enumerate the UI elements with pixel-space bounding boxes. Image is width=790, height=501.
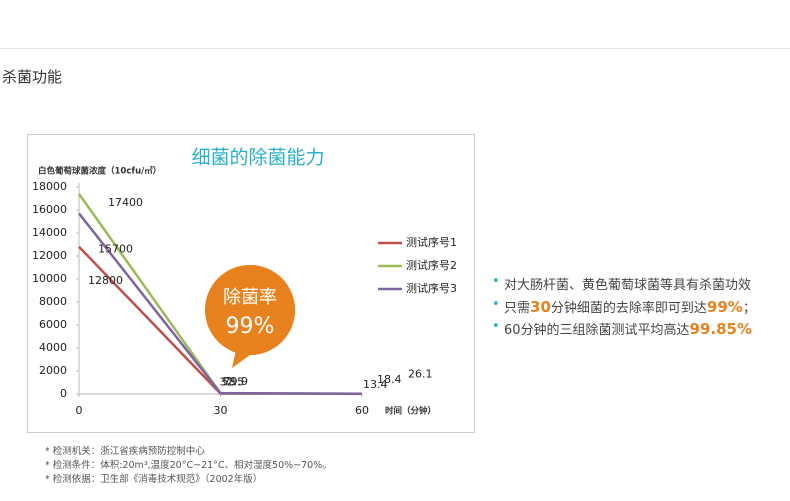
x-tick-label: 30 xyxy=(214,404,228,417)
data-label: 32.5 xyxy=(220,376,245,389)
data-label: 15700 xyxy=(98,242,133,255)
legend-label: 测试序号2 xyxy=(406,258,457,272)
bullet-text: ； xyxy=(742,301,756,316)
y-tick-label: 4000 xyxy=(39,341,67,354)
y-tick-label: 16000 xyxy=(32,203,67,216)
bullet-text: 分钟细菌的去除率即可到达 xyxy=(550,301,707,316)
footnote: * 检测机关：浙江省疾病预防控制中心 xyxy=(45,446,205,457)
bullet-text: 对大肠杆菌、黄色葡萄球菌等具有杀菌功效 xyxy=(504,278,752,293)
y-tick-label: 0 xyxy=(60,387,67,400)
y-tick-label: 10000 xyxy=(32,272,67,285)
y-tick-label: 18000 xyxy=(32,180,67,193)
y-tick-label: 8000 xyxy=(39,295,67,308)
divider xyxy=(0,48,790,49)
bubble-body xyxy=(205,265,295,355)
annotation-value: 99% xyxy=(226,314,275,339)
data-label: 12800 xyxy=(88,274,123,287)
data-label: 13.4 xyxy=(363,378,388,391)
legend-label: 测试序号3 xyxy=(406,281,457,295)
highlight: 99.85% xyxy=(689,320,753,338)
bullet-text: 只需 xyxy=(504,301,531,316)
data-label: 58 xyxy=(222,375,236,388)
y-tick-label: 14000 xyxy=(32,226,67,239)
data-label: 79.9 xyxy=(224,375,249,388)
data-label: 26.1 xyxy=(408,368,433,381)
chart-frame xyxy=(27,134,475,433)
data-label: 18.4 xyxy=(377,373,402,386)
highlight: 30 xyxy=(530,298,551,316)
x-tick-label: 60 xyxy=(355,404,369,417)
section-title: 杀菌功能 xyxy=(2,68,63,86)
y-axis-title: 白色葡萄球菌浓度（10cfu/㎡） xyxy=(38,166,161,177)
series-line xyxy=(78,212,363,395)
x-tick-label: 0 xyxy=(76,404,83,417)
footnote: * 检测依据：卫生部《消毒技术规范》（2002年版） xyxy=(45,474,263,485)
chart-title: 细菌的除菌能力 xyxy=(191,147,324,169)
y-tick-label: 12000 xyxy=(32,249,67,262)
bullet: 只需30分钟细菌的去除率即可到达99%； xyxy=(488,297,756,316)
bullet-line: 60分钟的三组除菌测试平均高达99.85% xyxy=(488,319,752,338)
highlight: 99% xyxy=(706,298,743,316)
footnote: * 检测条件：体积:20m³,温度20°C~21°C、相对湿度50%~70%。 xyxy=(45,460,332,471)
y-tick-label: 2000 xyxy=(39,364,67,377)
bullet: 对大肠杆菌、黄色葡萄球菌等具有杀菌功效 xyxy=(488,274,751,293)
bullet-text: 60分钟的三组除菌测试平均高达 xyxy=(504,323,690,338)
x-axis-title: 时间（分钟） xyxy=(385,406,436,417)
legend-label: 测试序号1 xyxy=(406,235,457,249)
annotation-title: 除菌率 xyxy=(223,287,277,308)
y-tick-label: 6000 xyxy=(39,318,67,331)
data-label: 17400 xyxy=(108,196,143,209)
